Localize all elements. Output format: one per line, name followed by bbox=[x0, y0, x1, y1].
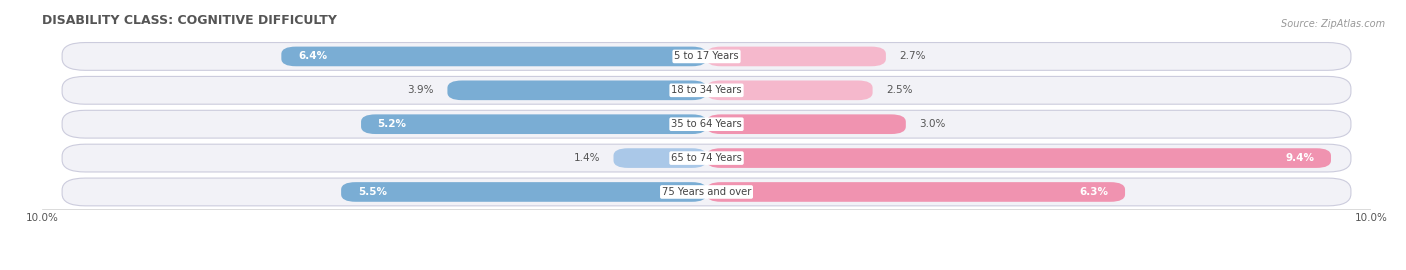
FancyBboxPatch shape bbox=[62, 144, 1351, 172]
Text: 5.5%: 5.5% bbox=[357, 187, 387, 197]
Text: 9.4%: 9.4% bbox=[1285, 153, 1315, 163]
FancyBboxPatch shape bbox=[342, 182, 706, 202]
Text: 75 Years and over: 75 Years and over bbox=[662, 187, 751, 197]
Text: 3.9%: 3.9% bbox=[408, 85, 434, 95]
Text: 2.7%: 2.7% bbox=[900, 52, 925, 62]
Text: 65 to 74 Years: 65 to 74 Years bbox=[671, 153, 742, 163]
Text: DISABILITY CLASS: COGNITIVE DIFFICULTY: DISABILITY CLASS: COGNITIVE DIFFICULTY bbox=[42, 14, 337, 28]
FancyBboxPatch shape bbox=[613, 148, 706, 168]
FancyBboxPatch shape bbox=[706, 47, 886, 66]
Text: 35 to 64 Years: 35 to 64 Years bbox=[671, 119, 742, 129]
FancyBboxPatch shape bbox=[361, 114, 706, 134]
FancyBboxPatch shape bbox=[706, 148, 1331, 168]
FancyBboxPatch shape bbox=[447, 80, 706, 100]
FancyBboxPatch shape bbox=[706, 114, 905, 134]
Text: 3.0%: 3.0% bbox=[920, 119, 945, 129]
Text: 1.4%: 1.4% bbox=[574, 153, 600, 163]
Text: 6.4%: 6.4% bbox=[298, 52, 328, 62]
FancyBboxPatch shape bbox=[62, 76, 1351, 104]
Text: 6.3%: 6.3% bbox=[1080, 187, 1108, 197]
FancyBboxPatch shape bbox=[706, 80, 873, 100]
Text: 5.2%: 5.2% bbox=[378, 119, 406, 129]
Text: 5 to 17 Years: 5 to 17 Years bbox=[675, 52, 738, 62]
Text: 18 to 34 Years: 18 to 34 Years bbox=[671, 85, 742, 95]
Text: Source: ZipAtlas.com: Source: ZipAtlas.com bbox=[1281, 19, 1385, 29]
FancyBboxPatch shape bbox=[706, 182, 1125, 202]
FancyBboxPatch shape bbox=[62, 43, 1351, 70]
FancyBboxPatch shape bbox=[62, 178, 1351, 206]
FancyBboxPatch shape bbox=[281, 47, 706, 66]
Text: 2.5%: 2.5% bbox=[886, 85, 912, 95]
FancyBboxPatch shape bbox=[62, 110, 1351, 138]
